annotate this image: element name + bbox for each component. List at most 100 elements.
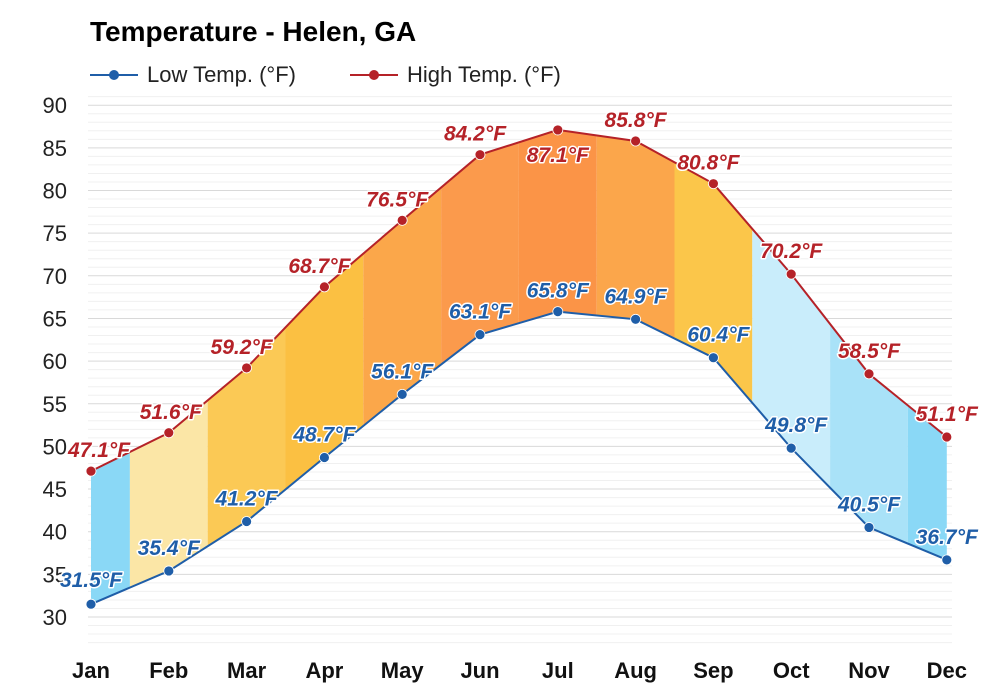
legend-low-label: Low Temp. (°F): [147, 62, 296, 87]
high-label-dec: 51.1°F: [916, 403, 979, 426]
x-tick-label: Jun: [460, 658, 499, 683]
high-point-aug[interactable]: [630, 135, 641, 147]
legend-item-high[interactable]: High Temp. (°F): [350, 62, 561, 87]
y-tick-label: 90: [43, 93, 67, 118]
band-jun: [441, 142, 519, 365]
high-point-jun[interactable]: [474, 149, 486, 161]
high-point-oct[interactable]: [785, 268, 797, 280]
high-label-jul: 87.1°F: [527, 144, 590, 167]
band-may: [363, 187, 442, 426]
low-label-dec: 36.7°F: [916, 526, 979, 549]
low-point-may[interactable]: [396, 388, 408, 400]
x-tick-label: Jan: [72, 658, 110, 683]
high-point-may[interactable]: [396, 214, 408, 226]
band-feb: [129, 400, 208, 588]
legend: Low Temp. (°F) High Temp. (°F): [90, 62, 561, 87]
high-label-jun: 84.2°F: [444, 123, 507, 146]
low-point-oct[interactable]: [785, 442, 797, 454]
low-label-oct: 49.8°F: [764, 414, 828, 437]
low-label-jul: 65.8°F: [527, 280, 590, 303]
high-label-oct: 70.2°F: [760, 240, 823, 263]
low-point-aug[interactable]: [630, 313, 641, 325]
x-tick-label: Sep: [693, 658, 733, 683]
high-point-nov[interactable]: [863, 368, 875, 380]
y-tick-label: 85: [43, 136, 67, 161]
series-points: [85, 124, 953, 610]
legend-high-label: High Temp. (°F): [407, 62, 561, 87]
low-point-dec[interactable]: [941, 554, 953, 566]
low-point-jan[interactable]: [85, 598, 97, 610]
x-tick-label: Feb: [149, 658, 188, 683]
data-labels: 31.5°F 35.4°F 41.2°F 48.7°F 56.1°F 63.1°F 65.8…: [58, 108, 980, 594]
low-label-nov: 40.5°F: [837, 493, 901, 516]
low-point-nov[interactable]: [863, 522, 875, 533]
low-label-jun: 63.1°F: [449, 301, 512, 324]
y-tick-label: 30: [43, 605, 67, 630]
low-label-mar: 41.2°F: [215, 487, 279, 510]
y-tick-label: 35: [43, 562, 67, 587]
x-tick-label: Aug: [614, 658, 657, 683]
x-tick-label: Oct: [773, 658, 810, 683]
high-label-jan: 47.1°F: [67, 439, 131, 462]
band-apr: [285, 253, 364, 490]
low-label-apr: 48.7°F: [292, 423, 356, 446]
y-tick-label: 60: [43, 349, 67, 374]
x-axis-ticks: Jan Feb Mar Apr May Jun Jul Aug Sep Oct Nov Dec: [72, 658, 967, 683]
band-mar: [207, 327, 286, 547]
low-point-sep[interactable]: [708, 352, 719, 364]
high-label-aug: 85.8°F: [605, 109, 668, 132]
low-point-jun[interactable]: [474, 329, 486, 341]
high-point-jul[interactable]: [552, 124, 564, 136]
legend-item-low[interactable]: Low Temp. (°F): [90, 62, 296, 87]
y-tick-label: 55: [43, 392, 67, 417]
high-label-nov: 58.5°F: [838, 340, 901, 363]
high-point-mar[interactable]: [241, 362, 253, 374]
y-tick-label: 65: [43, 306, 67, 331]
y-tick-label: 50: [43, 434, 67, 459]
y-tick-label: 45: [43, 477, 67, 502]
legend-high-marker: [369, 70, 379, 80]
legend-low-marker: [109, 70, 119, 80]
x-tick-label: Jul: [542, 658, 574, 683]
y-tick-label: 70: [43, 264, 67, 289]
high-label-apr: 68.7°F: [288, 255, 351, 278]
x-tick-label: Mar: [227, 658, 267, 683]
band-aug: [596, 135, 675, 339]
x-tick-label: Nov: [848, 658, 890, 683]
x-tick-label: May: [381, 658, 425, 683]
temperature-bands: [91, 129, 947, 605]
band-sep: [674, 162, 753, 403]
band-oct: [752, 228, 831, 488]
low-temp-line: [90, 310, 948, 606]
high-point-sep[interactable]: [708, 178, 719, 190]
y-tick-label: 40: [43, 520, 67, 545]
band-jul: [518, 129, 597, 324]
band-dec: [907, 405, 947, 560]
high-label-mar: 59.2°F: [211, 336, 274, 359]
low-label-jan: 31.5°F: [60, 569, 123, 592]
low-label-sep: 60.4°F: [687, 324, 750, 347]
x-tick-label: Apr: [305, 658, 343, 683]
series-lines: [90, 128, 948, 606]
low-label-may: 56.1°F: [371, 360, 434, 383]
high-label-may: 76.5°F: [366, 188, 429, 211]
y-axis-ticks: 30 35 40 45 50 55 60 65 70 75 80 85 90: [43, 93, 67, 630]
high-label-sep: 80.8°F: [677, 152, 740, 175]
low-label-feb: 35.4°F: [138, 537, 201, 560]
low-point-apr[interactable]: [318, 452, 330, 463]
low-point-jul[interactable]: [552, 306, 564, 318]
x-tick-label: Dec: [927, 658, 967, 683]
low-point-feb[interactable]: [163, 565, 175, 577]
low-point-mar[interactable]: [241, 516, 253, 527]
high-point-dec[interactable]: [941, 431, 953, 443]
y-tick-label: 80: [43, 179, 67, 204]
high-point-feb[interactable]: [163, 427, 175, 439]
high-temp-line: [90, 128, 948, 473]
y-tick-label: 75: [43, 221, 67, 246]
band-nov: [830, 323, 908, 544]
high-point-apr[interactable]: [318, 281, 330, 293]
high-point-jan[interactable]: [85, 465, 97, 477]
high-label-feb: 51.6°F: [140, 401, 203, 424]
band-jan: [91, 451, 130, 605]
